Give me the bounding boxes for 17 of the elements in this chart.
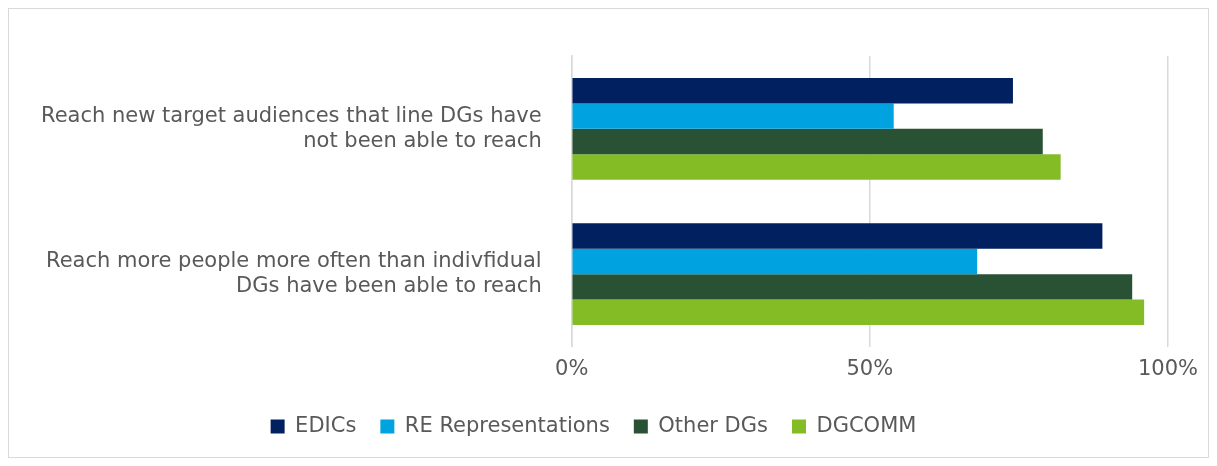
x-tick-label: 100%: [1137, 355, 1199, 380]
bar: [572, 299, 1145, 326]
bar: [572, 128, 1043, 155]
bar: [572, 248, 978, 275]
bar: [572, 154, 1061, 180]
bar: [572, 274, 1133, 300]
x-tick-label: 50%: [846, 355, 894, 380]
legend-label: DGCOMM: [816, 412, 917, 437]
legend-label: Other DGs: [658, 412, 769, 437]
legend-label: RE Representations: [404, 412, 610, 437]
y-tick-label: Reach more people more often than indivfidual DGs have been able to reach: [46, 248, 542, 298]
bar: [572, 103, 894, 129]
y-tick-label: Reach new target audiences that line DGs have not been able to reach: [40, 102, 542, 152]
bar: [572, 78, 1013, 104]
bar: [572, 223, 1103, 249]
x-tick-label: 0%: [555, 355, 589, 380]
legend-label: EDICs: [295, 412, 357, 437]
